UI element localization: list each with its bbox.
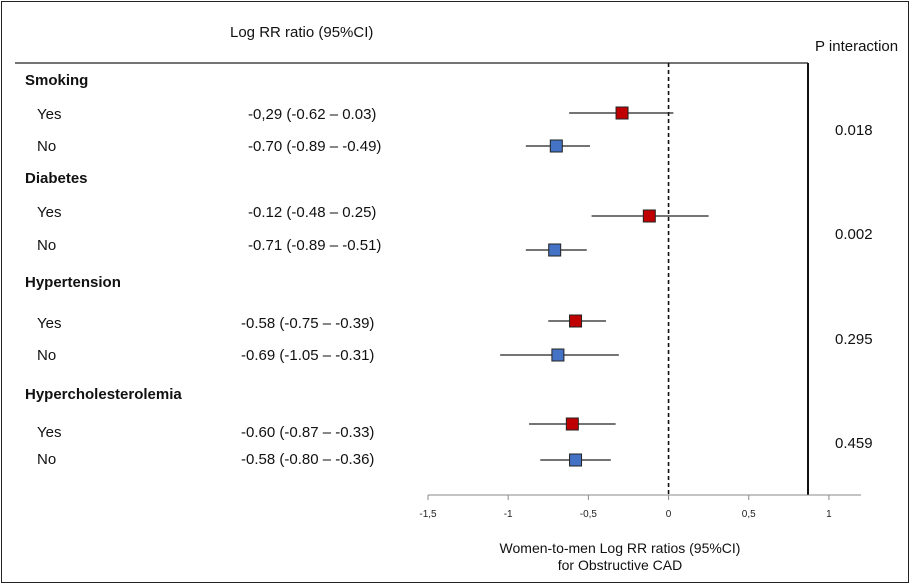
row-label: Yes [37,204,62,221]
row-estimate-text: -0.58 (-0.80 – -0.36) [241,451,375,468]
estimate-column-header: Log RR ratio (95%CI) [230,24,374,41]
group-label-hypertension: Hypertension [25,274,121,291]
p-interaction-value: 0.018 [835,122,873,139]
row-label: No [37,138,57,155]
x-tick-label: 0 [666,509,672,520]
row-label: Yes [37,424,62,441]
row-estimate-text: -0.12 (-0.48 – 0.25) [248,204,377,221]
point-estimate-marker [569,453,583,467]
p-interaction-value: 0.459 [835,435,873,452]
point-estimate-marker [551,348,565,362]
row-estimate-text: -0.70 (-0.89 – -0.49) [248,138,382,155]
group-label-smoking: Smoking [25,72,89,89]
x-tick-label: -0,5 [580,509,598,520]
x-tick-label: 1 [826,509,832,520]
x-axis-title-line-1: Women-to-men Log RR ratios (95%CI) [500,540,741,556]
point-estimate-marker [565,417,579,431]
point-estimate-marker [548,243,562,257]
group-label-hypercholesterolemia: Hypercholesterolemia [25,386,182,403]
row-estimate-text: -0.60 (-0.87 – -0.33) [241,424,375,441]
row-estimate-text: -0.69 (-1.05 – -0.31) [241,347,375,364]
point-estimate-marker [615,106,629,120]
point-estimate-marker [549,139,563,153]
row-estimate-text: -0,29 (-0.62 – 0.03) [248,106,377,123]
row-label: Yes [37,315,62,332]
x-tick-label: 0,5 [742,509,756,520]
row-label: Yes [37,106,62,123]
row-estimate-text: -0.71 (-0.89 – -0.51) [248,237,382,254]
p-interaction-value: 0.295 [835,331,873,348]
point-estimate-marker [642,209,656,223]
group-label-diabetes: Diabetes [25,170,88,187]
row-label: No [37,451,57,468]
x-axis-title-line-2: for Obstructive CAD [558,557,682,573]
point-estimate-marker [569,314,583,328]
x-tick-label: -1 [504,509,513,520]
p-interaction-value: 0.002 [835,226,873,243]
x-tick-label: -1,5 [419,509,437,520]
row-estimate-text: -0.58 (-0.75 – -0.39) [241,315,375,332]
p-interaction-header: P interaction [815,38,899,55]
row-label: No [37,237,57,254]
row-label: No [37,347,57,364]
